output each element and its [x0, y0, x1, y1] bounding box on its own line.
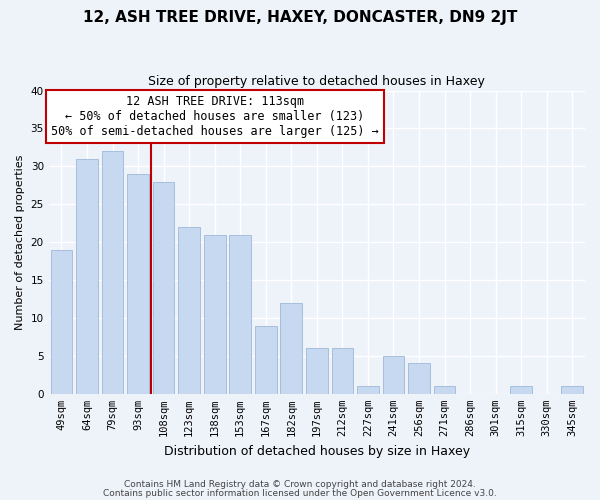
Bar	[562, 386, 583, 394]
Bar	[434, 386, 455, 394]
Bar	[178, 227, 200, 394]
Bar	[229, 234, 251, 394]
Bar	[127, 174, 149, 394]
Bar	[76, 159, 98, 394]
Bar	[255, 326, 277, 394]
Text: 12 ASH TREE DRIVE: 113sqm
← 50% of detached houses are smaller (123)
50% of semi: 12 ASH TREE DRIVE: 113sqm ← 50% of detac…	[51, 95, 379, 138]
Bar	[332, 348, 353, 394]
Bar	[383, 356, 404, 394]
Bar	[357, 386, 379, 394]
Text: Contains HM Land Registry data © Crown copyright and database right 2024.: Contains HM Land Registry data © Crown c…	[124, 480, 476, 489]
Bar	[306, 348, 328, 394]
Bar	[101, 151, 124, 394]
X-axis label: Distribution of detached houses by size in Haxey: Distribution of detached houses by size …	[164, 444, 470, 458]
Bar	[204, 234, 226, 394]
Bar	[408, 364, 430, 394]
Title: Size of property relative to detached houses in Haxey: Size of property relative to detached ho…	[148, 75, 485, 88]
Text: 12, ASH TREE DRIVE, HAXEY, DONCASTER, DN9 2JT: 12, ASH TREE DRIVE, HAXEY, DONCASTER, DN…	[83, 10, 517, 25]
Bar	[510, 386, 532, 394]
Bar	[50, 250, 72, 394]
Bar	[153, 182, 175, 394]
Bar	[280, 303, 302, 394]
Y-axis label: Number of detached properties: Number of detached properties	[15, 154, 25, 330]
Text: Contains public sector information licensed under the Open Government Licence v3: Contains public sector information licen…	[103, 488, 497, 498]
